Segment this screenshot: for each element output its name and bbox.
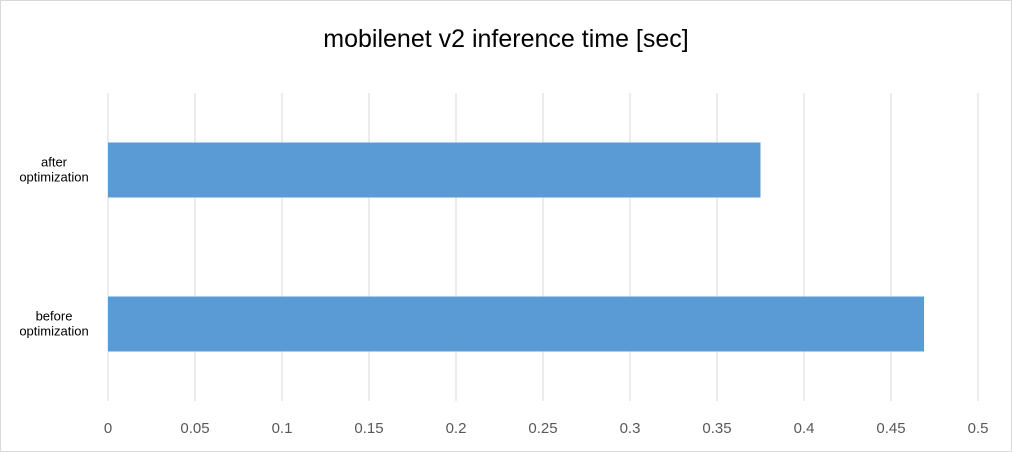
x-tick-label: 0.4: [794, 420, 815, 437]
x-tick-label: 0.45: [876, 420, 905, 437]
y-category-label-line: before: [36, 309, 73, 324]
y-category-label-line: after: [41, 155, 68, 170]
x-tick-label: 0.35: [702, 420, 731, 437]
x-tick-label: 0.1: [272, 420, 293, 437]
y-category-label: after optimization: [19, 155, 88, 185]
chart-title: mobilenet v2 inference time [sec]: [323, 25, 689, 53]
y-category-label-line: optimization: [19, 324, 88, 339]
y-category-label-line: optimization: [19, 170, 88, 185]
x-tick-label: 0.25: [528, 420, 557, 437]
x-tick-label: 0.2: [446, 420, 467, 437]
x-tick-label: 0.05: [180, 420, 209, 437]
x-tick-label: 0.5: [968, 420, 989, 437]
bar: [108, 296, 925, 352]
y-category-label: before optimization: [19, 309, 88, 339]
x-tick-label: 0.3: [620, 420, 641, 437]
x-tick-label: 0: [104, 420, 112, 437]
bar: [108, 142, 761, 198]
x-tick-label: 0.15: [354, 420, 383, 437]
